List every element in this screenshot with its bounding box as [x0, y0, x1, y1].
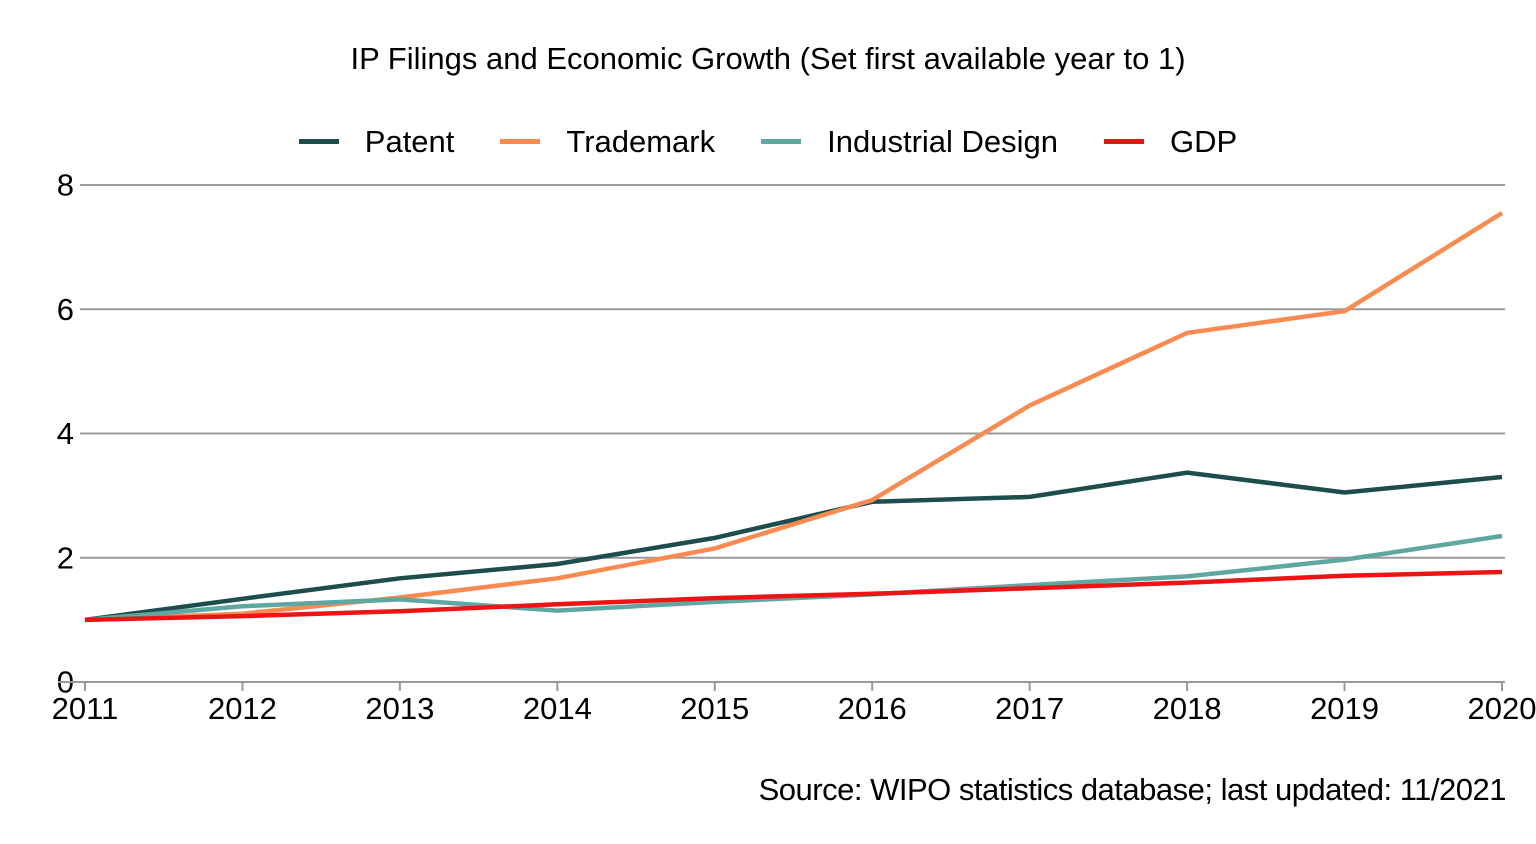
source-note: Source: WIPO statistics database; last u… [758, 772, 1507, 807]
patent-line-swatch-icon [298, 139, 339, 144]
series-line-gdp [84, 569, 1503, 623]
legend-label: Industrial Design [827, 124, 1059, 159]
x-tick-label-2014: 2014 [523, 691, 592, 726]
x-tick-label-2013: 2013 [365, 691, 434, 726]
y-tick-label-4: 4 [57, 416, 74, 451]
legend-item-trademark: Trademark [500, 126, 715, 157]
y-tick-label-6: 6 [57, 292, 74, 327]
chart-title: IP Filings and Economic Growth (Set firs… [350, 41, 1186, 76]
legend-label: Patent [364, 124, 455, 159]
series-line-trademark [84, 211, 1504, 623]
legend: Patent Trademark Industrial Design GDP [0, 126, 1536, 157]
legend-item-patent: Patent [298, 124, 455, 159]
x-tick-label-2018: 2018 [1153, 691, 1222, 726]
x-tick-label-2011: 2011 [52, 691, 119, 726]
x-tick-label-2017: 2017 [995, 691, 1064, 726]
x-tick-label-2016: 2016 [838, 691, 907, 726]
x-tick-label-2015: 2015 [680, 691, 749, 726]
industrial-design-line-swatch-icon [761, 139, 802, 144]
legend-label: Trademark [566, 124, 716, 159]
y-tick-label-8: 8 [57, 168, 74, 203]
legend-item-industrial-design: Industrial Design [761, 126, 1058, 157]
gdp-line-swatch-icon [1104, 139, 1145, 144]
x-tick-label-2019: 2019 [1310, 691, 1379, 726]
legend-label: GDP [1170, 124, 1238, 159]
legend-item-gdp: GDP [1104, 126, 1237, 157]
trademark-line-swatch-icon [500, 139, 541, 144]
x-tick-label-2020: 2020 [1468, 691, 1536, 726]
y-tick-label-2: 2 [57, 540, 74, 575]
x-tick-label-2012: 2012 [208, 691, 277, 726]
series-line-patent [84, 470, 1503, 623]
